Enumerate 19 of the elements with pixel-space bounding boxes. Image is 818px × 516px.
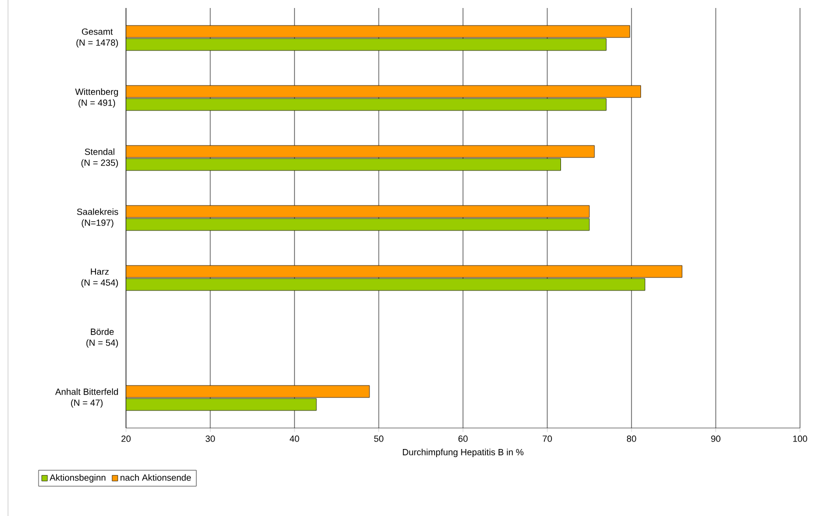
x-tick-label: 40 xyxy=(290,436,300,442)
x-tick-label: 20 xyxy=(121,436,131,442)
x-tick-label: 80 xyxy=(626,436,636,442)
x-tick-label: 60 xyxy=(458,436,468,442)
y-tick-label: Börde (N = 54) xyxy=(86,328,118,348)
y-tick-label: Harz (N = 454) xyxy=(81,268,118,288)
y-tick-label: Saalekreis (N=197) xyxy=(77,208,118,228)
x-tick-label: 100 xyxy=(793,436,808,442)
legend-label: nach Aktionsende xyxy=(120,474,191,481)
legend-label: Aktionsbeginn xyxy=(50,474,106,483)
x-tick-label: 50 xyxy=(374,436,384,442)
y-tick-label: Gesamt (N = 1478) xyxy=(76,28,118,48)
y-tick-label: Stendal (N = 235) xyxy=(81,148,118,168)
x-tick-label: 70 xyxy=(542,436,552,442)
x-tick-label: 30 xyxy=(206,436,215,442)
y-tick-label: Wittenberg (N = 491) xyxy=(75,88,118,108)
x-axis-title: Durchimpfung Hepatitis B in % xyxy=(402,448,524,458)
y-tick-label: Anhalt Bitterfeld (N = 47) xyxy=(55,388,118,408)
x-tick-label: 90 xyxy=(711,436,720,442)
